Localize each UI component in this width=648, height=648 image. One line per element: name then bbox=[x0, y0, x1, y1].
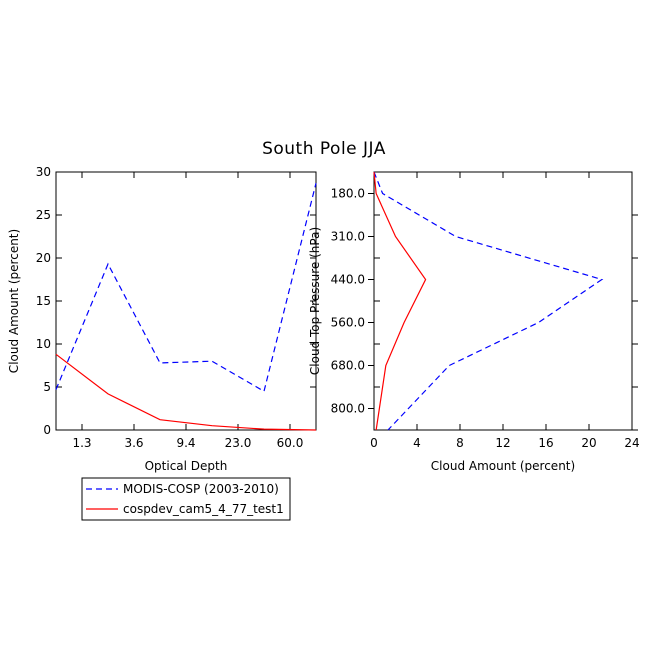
right-y-tick-label: 680.0 bbox=[331, 359, 365, 373]
left-x-tick-label: 60.0 bbox=[277, 436, 304, 450]
right-x-tick-label: 8 bbox=[456, 436, 464, 450]
right-x-tick-label: 24 bbox=[624, 436, 639, 450]
legend-box bbox=[81, 477, 291, 521]
optical-depth-panel: 0 5 10 15 20 25 30 1.3 3.6 9.4 23.0 60.0 Optical De… bbox=[7, 165, 317, 473]
left-x-tick-label: 1.3 bbox=[72, 436, 91, 450]
left-axis-ticks: 0 5 10 15 20 25 30 1.3 3.6 9.4 23.0 60.0 bbox=[36, 165, 316, 450]
legend-label-cam: cospdev_cam5_4_77_test1 bbox=[123, 502, 284, 516]
right-x-tick-label: 0 bbox=[370, 436, 378, 450]
right-x-tick-label: 20 bbox=[581, 436, 596, 450]
left-x-tick-label: 3.6 bbox=[124, 436, 143, 450]
left-series-lines bbox=[55, 183, 317, 431]
right-y-tick-label: 180.0 bbox=[331, 187, 365, 201]
left-y-axis-title: Cloud Amount (percent) bbox=[7, 229, 21, 373]
right-y-tick-label: 800.0 bbox=[331, 402, 365, 416]
right-y-tick-label: 440.0 bbox=[331, 273, 365, 287]
left-plot-frame bbox=[55, 171, 317, 431]
left-y-tick-label: 5 bbox=[43, 380, 51, 394]
right-series-lines bbox=[373, 171, 604, 431]
right-axis-ticks: 0 4 8 12 16 20 24 180.0 310.0 440.0 560.0 680.0 800.… bbox=[331, 172, 640, 450]
legend: MODIS-COSP (2003-2010) cospdev_cam5_4_77… bbox=[81, 477, 291, 521]
left-y-tick-label: 30 bbox=[36, 165, 51, 179]
right-y-tick-label: 560.0 bbox=[331, 316, 365, 330]
left-x-tick-label: 23.0 bbox=[225, 436, 252, 450]
right-plot-frame bbox=[373, 171, 633, 431]
right-x-tick-label: 16 bbox=[538, 436, 553, 450]
right-y-tick-label: 310.0 bbox=[331, 230, 365, 244]
right-x-tick-label: 12 bbox=[495, 436, 510, 450]
left-y-tick-label: 10 bbox=[36, 337, 51, 351]
left-y-tick-label: 15 bbox=[36, 294, 51, 308]
right-x-tick-label: 4 bbox=[413, 436, 421, 450]
left-y-tick-label: 0 bbox=[43, 423, 51, 437]
right-y-axis-title: Cloud Top Pressure (hPa) bbox=[308, 227, 322, 375]
cloud-top-pressure-panel: 0 4 8 12 16 20 24 180.0 310.0 440.0 560.0 680.0 800.… bbox=[308, 171, 640, 473]
legend-label-modis: MODIS-COSP (2003-2010) bbox=[123, 482, 279, 496]
left-series-line-1 bbox=[55, 353, 317, 431]
left-x-tick-label: 9.4 bbox=[176, 436, 195, 450]
left-series-line-0 bbox=[55, 183, 317, 393]
left-x-axis-title: Optical Depth bbox=[145, 459, 228, 473]
left-y-tick-label: 25 bbox=[36, 208, 51, 222]
left-y-tick-label: 20 bbox=[36, 251, 51, 265]
right-x-axis-title: Cloud Amount (percent) bbox=[431, 459, 575, 473]
right-series-line-1 bbox=[373, 171, 427, 431]
chart-title: South Pole JJA bbox=[262, 139, 386, 159]
right-series-line-0 bbox=[373, 171, 604, 431]
